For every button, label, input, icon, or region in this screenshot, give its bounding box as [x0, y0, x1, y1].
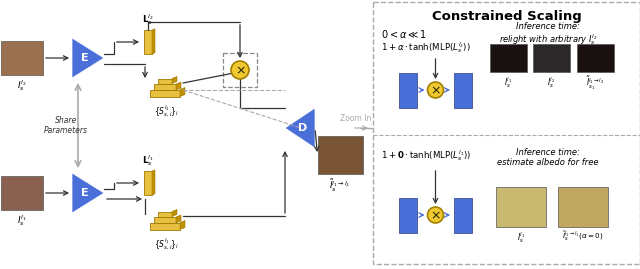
Polygon shape	[180, 221, 185, 229]
Text: $1 + \alpha \cdot \tanh(\mathrm{MLP}(L_s^{l_2}))$: $1 + \alpha \cdot \tanh(\mathrm{MLP}(L_s…	[381, 40, 471, 55]
Text: Zoom In: Zoom In	[340, 114, 372, 123]
Polygon shape	[172, 76, 177, 83]
FancyBboxPatch shape	[496, 187, 546, 227]
FancyBboxPatch shape	[150, 222, 180, 229]
FancyBboxPatch shape	[532, 44, 570, 72]
Text: estimate albedo for free: estimate albedo for free	[497, 158, 599, 167]
FancyBboxPatch shape	[490, 44, 527, 72]
Text: $I_s^{l_1}$: $I_s^{l_1}$	[17, 213, 27, 228]
Text: E: E	[81, 188, 88, 198]
Text: Inference time:: Inference time:	[516, 148, 580, 157]
FancyBboxPatch shape	[399, 73, 417, 108]
Polygon shape	[152, 170, 155, 195]
FancyBboxPatch shape	[154, 84, 176, 90]
Polygon shape	[176, 215, 181, 223]
Text: $I_s^{l_1}$: $I_s^{l_1}$	[516, 230, 525, 245]
Text: $0 < \alpha \ll 1$: $0 < \alpha \ll 1$	[381, 28, 427, 40]
Polygon shape	[176, 82, 181, 90]
Text: $\{S_{s,i}^{l_2}\}_i$: $\{S_{s,i}^{l_2}\}_i$	[154, 103, 180, 119]
Text: $I_s^{l_2}$: $I_s^{l_2}$	[17, 78, 27, 93]
FancyBboxPatch shape	[144, 30, 152, 54]
FancyBboxPatch shape	[158, 79, 172, 83]
Text: $1 + \mathbf{0} \cdot \tanh(\mathrm{MLP}(L_s^{l_1}))$: $1 + \mathbf{0} \cdot \tanh(\mathrm{MLP}…	[381, 148, 471, 163]
FancyBboxPatch shape	[1, 41, 43, 75]
FancyBboxPatch shape	[399, 197, 417, 232]
Text: relight with arbitrary $I_s^{l_2}$: relight with arbitrary $I_s^{l_2}$	[499, 32, 597, 47]
Text: $\times$: $\times$	[430, 209, 441, 222]
Text: $\times$: $\times$	[235, 64, 245, 77]
Text: $\tilde{I}_{s_1}^{l_1 \to l_2}$: $\tilde{I}_{s_1}^{l_1 \to l_2}$	[586, 75, 604, 92]
Polygon shape	[72, 173, 104, 213]
Text: $\times$: $\times$	[430, 84, 441, 97]
Text: $\tilde{I}_s^{l_1 \to l_1}(\alpha = 0)$: $\tilde{I}_s^{l_1 \to l_1}(\alpha = 0)$	[562, 230, 604, 243]
FancyBboxPatch shape	[154, 217, 176, 223]
Text: $I_s^{l_1}$: $I_s^{l_1}$	[504, 75, 512, 90]
Text: $\mathbf{L}_s^{l_2}$: $\mathbf{L}_s^{l_2}$	[142, 12, 154, 27]
Circle shape	[231, 61, 249, 79]
Text: Share
Parameters: Share Parameters	[44, 116, 88, 135]
Polygon shape	[72, 38, 104, 78]
FancyBboxPatch shape	[317, 136, 362, 174]
FancyBboxPatch shape	[558, 187, 608, 227]
FancyBboxPatch shape	[454, 197, 472, 232]
Polygon shape	[152, 29, 155, 54]
Text: Inference time:: Inference time:	[516, 22, 580, 31]
Circle shape	[428, 82, 444, 98]
Text: $\{S_{s,i}^{l_1}\}_i$: $\{S_{s,i}^{l_1}\}_i$	[154, 236, 180, 252]
Text: E: E	[81, 53, 88, 63]
Text: $\tilde{I}_s^{l_1 \to l_2}$: $\tilde{I}_s^{l_1 \to l_2}$	[330, 178, 351, 194]
Text: $I_s^{l_2}$: $I_s^{l_2}$	[547, 75, 556, 90]
FancyBboxPatch shape	[144, 171, 152, 195]
Text: Constrained Scaling: Constrained Scaling	[431, 10, 581, 23]
Polygon shape	[180, 87, 185, 97]
FancyBboxPatch shape	[158, 211, 172, 217]
FancyBboxPatch shape	[1, 176, 43, 210]
Polygon shape	[172, 210, 177, 217]
Text: D: D	[298, 123, 308, 133]
Circle shape	[428, 207, 444, 223]
FancyBboxPatch shape	[150, 90, 180, 97]
FancyBboxPatch shape	[577, 44, 614, 72]
Polygon shape	[285, 108, 315, 148]
FancyBboxPatch shape	[454, 73, 472, 108]
Text: $\mathbf{L}_s^{l_1}$: $\mathbf{L}_s^{l_1}$	[142, 153, 154, 168]
